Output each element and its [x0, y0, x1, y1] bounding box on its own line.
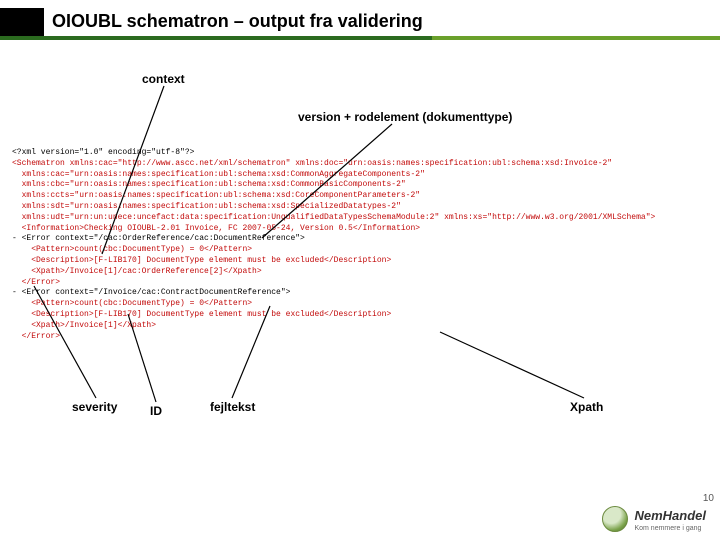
footer-logo: NemHandel Kom nemmere i gang	[602, 506, 706, 532]
label-version: version + rodelement (dokumenttype)	[298, 110, 512, 124]
title-bullet	[0, 8, 44, 36]
xml-output: <?xml version="1.0" encoding="utf-8"?> <…	[12, 148, 708, 342]
label-context: context	[142, 72, 185, 86]
page-number: 10	[703, 493, 714, 504]
label-id: ID	[150, 404, 162, 418]
page-title: OIOUBL schematron – output fra validerin…	[44, 8, 431, 36]
label-severity: severity	[72, 400, 117, 414]
label-xpath: Xpath	[570, 400, 603, 414]
title-bar: OIOUBL schematron – output fra validerin…	[0, 8, 720, 36]
footer-brand: NemHandel	[634, 508, 706, 523]
globe-icon	[602, 506, 628, 532]
label-fejltekst: fejltekst	[210, 400, 255, 414]
footer-sub: Kom nemmere i gang	[634, 525, 706, 532]
title-underline	[0, 36, 720, 40]
